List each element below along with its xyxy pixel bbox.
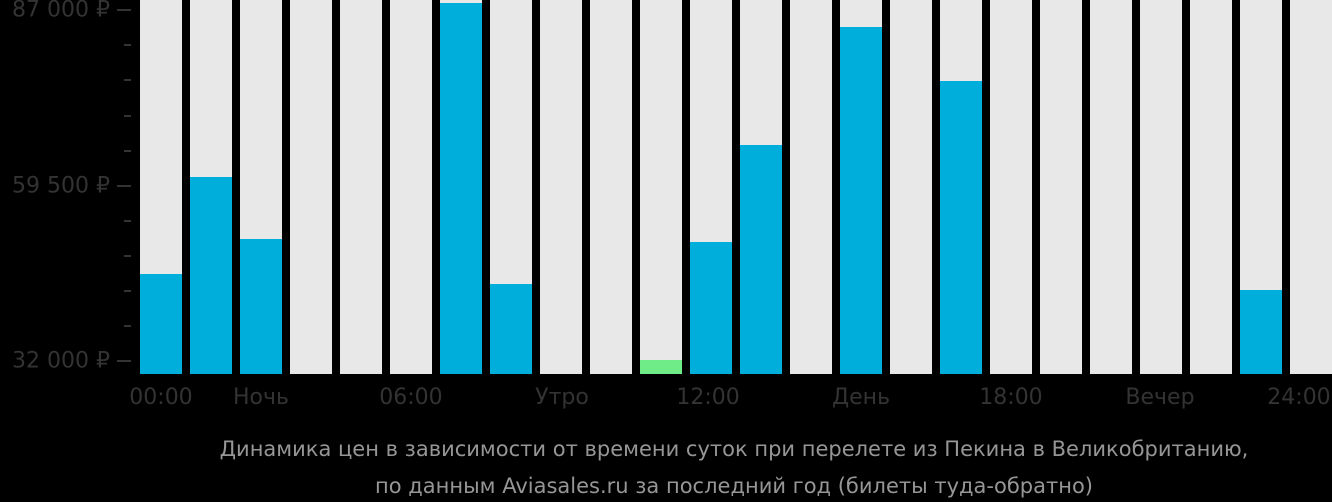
bar-column [940, 0, 982, 374]
bar-column [840, 0, 882, 374]
x-axis: 00:00 Ночь 06:00 Утро 12:00 День 18:00 Вечер 24:… [129, 385, 1332, 413]
bar-column [540, 0, 582, 374]
bar-column [890, 0, 932, 374]
bar[interactable] [940, 81, 982, 374]
bar[interactable] [840, 27, 882, 374]
x-axis-label: Утро [535, 385, 589, 410]
bar-column [1290, 0, 1332, 374]
plot-area [136, 0, 1332, 374]
bar-column [640, 0, 682, 374]
bar-column [340, 0, 382, 374]
x-axis-label: 18:00 [979, 385, 1043, 410]
bar-column [490, 0, 532, 374]
bar[interactable] [440, 2, 482, 374]
bar-column [440, 0, 482, 374]
bar[interactable] [690, 241, 732, 374]
x-axis-label: 12:00 [676, 385, 740, 410]
x-axis-label: 24:00 [1267, 385, 1331, 410]
y-axis-label: 59 500 ₽ [12, 173, 110, 199]
bar-column [190, 0, 232, 374]
bar-min-price[interactable] [640, 359, 682, 374]
bar[interactable] [1240, 290, 1282, 374]
bar-column [1140, 0, 1182, 374]
bar-column [140, 0, 182, 374]
caption-line-2: по данным Aviasales.ru за последний год … [375, 474, 1093, 498]
y-axis: 87 000 ₽ 59 500 ₽ 32 000 ₽ [0, 0, 131, 374]
y-tick-mark [124, 254, 131, 257]
bar-column [1240, 0, 1282, 374]
bar-column [690, 0, 732, 374]
y-tick-mark [124, 290, 131, 293]
bar-column [390, 0, 432, 374]
bar[interactable] [740, 144, 782, 374]
y-axis-label: 87 000 ₽ [12, 0, 110, 23]
x-axis-label: 00:00 [129, 385, 193, 410]
bar-column [1040, 0, 1082, 374]
bar[interactable] [490, 284, 532, 374]
x-axis-label: Вечер [1125, 385, 1195, 410]
bar-column [790, 0, 832, 374]
y-tick-mark [117, 184, 131, 187]
y-tick-mark [124, 79, 131, 82]
bar[interactable] [190, 176, 232, 374]
bar-column [240, 0, 282, 374]
y-tick-mark [124, 44, 131, 47]
y-axis-label: 32 000 ₽ [12, 348, 110, 374]
y-tick-mark [117, 9, 131, 12]
y-tick-mark [124, 114, 131, 117]
y-tick-mark [124, 325, 131, 328]
bar-column [290, 0, 332, 374]
caption-line-1: Динамика цен в зависимости от времени су… [219, 437, 1249, 461]
y-tick-mark [117, 360, 131, 363]
bar-column [990, 0, 1032, 374]
bar-column [1090, 0, 1132, 374]
y-tick-mark [124, 149, 131, 152]
bar-column [1190, 0, 1232, 374]
bar-columns [136, 0, 1332, 374]
x-axis-label: Ночь [232, 385, 289, 410]
x-axis-label: 06:00 [379, 385, 443, 410]
bar-column [590, 0, 632, 374]
chart-caption: Динамика цен в зависимости от времени су… [136, 431, 1332, 502]
bar[interactable] [240, 238, 282, 374]
bar-column [740, 0, 782, 374]
bar[interactable] [140, 273, 182, 374]
y-tick-mark [124, 219, 131, 222]
x-axis-label: День [831, 385, 891, 410]
